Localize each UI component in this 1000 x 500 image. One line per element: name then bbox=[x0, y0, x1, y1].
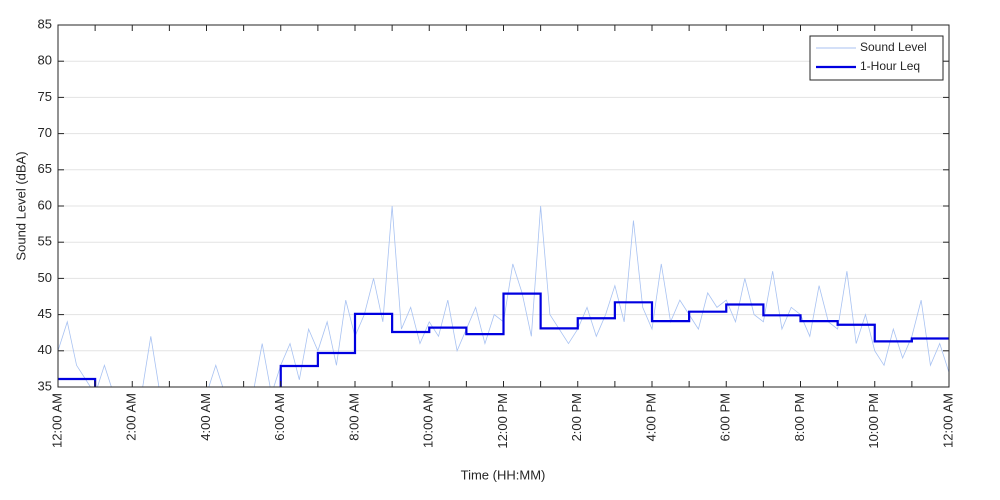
x-tick-label: 4:00 PM bbox=[643, 393, 658, 441]
y-tick-label: 60 bbox=[38, 197, 52, 212]
x-tick-label: 12:00 AM bbox=[49, 393, 64, 448]
x-tick-label: 8:00 PM bbox=[792, 393, 807, 441]
x-tick-label: 8:00 AM bbox=[346, 393, 361, 441]
x-tick-label: 10:00 AM bbox=[421, 393, 436, 448]
y-tick-label: 75 bbox=[38, 89, 52, 104]
x-tick-label: 12:00 AM bbox=[940, 393, 955, 448]
x-tick-label: 6:00 AM bbox=[272, 393, 287, 441]
x-tick-label: 2:00 AM bbox=[124, 393, 139, 441]
x-tick-label: 12:00 PM bbox=[495, 393, 510, 449]
y-tick-label: 50 bbox=[38, 270, 52, 285]
y-tick-label: 35 bbox=[38, 378, 52, 393]
y-axis-label: Sound Level (dBA) bbox=[13, 151, 28, 260]
y-tick-label: 55 bbox=[38, 234, 52, 249]
x-tick-label: 2:00 PM bbox=[569, 393, 584, 441]
legend-label: Sound Level bbox=[860, 40, 927, 54]
y-tick-label: 85 bbox=[38, 16, 52, 31]
legend-box bbox=[809, 35, 944, 81]
y-tick-label: 45 bbox=[38, 306, 52, 321]
y-tick-label: 70 bbox=[38, 125, 52, 140]
y-tick-label: 65 bbox=[38, 161, 52, 176]
y-tick-label: 40 bbox=[38, 342, 52, 357]
x-axis-label: Time (HH:MM) bbox=[461, 467, 546, 482]
leq-step-line bbox=[58, 292, 949, 387]
x-tick-label: 6:00 PM bbox=[718, 393, 733, 441]
legend-label: 1-Hour Leq bbox=[860, 59, 920, 73]
x-tick-label: 10:00 PM bbox=[866, 393, 881, 449]
y-tick-label: 80 bbox=[38, 53, 52, 68]
x-tick-label: 4:00 AM bbox=[198, 393, 213, 441]
